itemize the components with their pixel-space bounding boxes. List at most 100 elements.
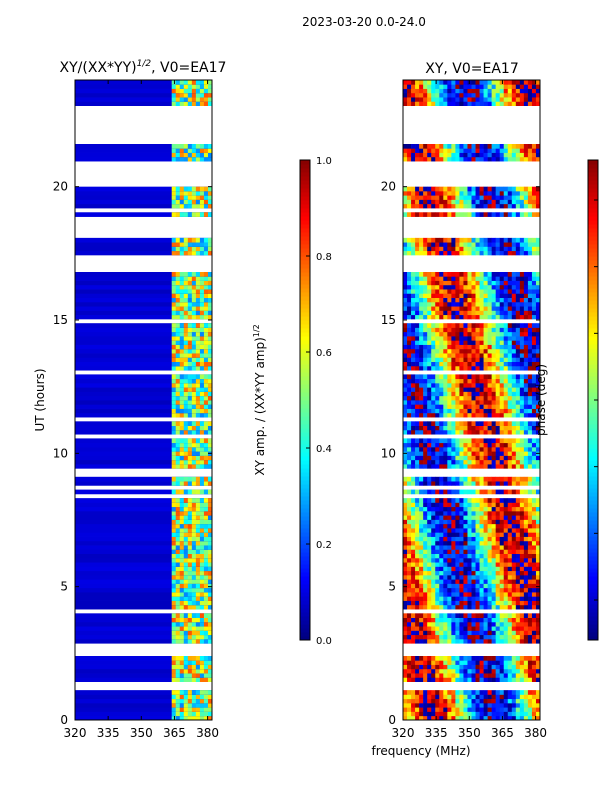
colorbar-segment xyxy=(588,544,598,549)
y-tick-label: 10 xyxy=(53,446,68,460)
colorbar-segment xyxy=(588,372,598,377)
colorbar-segment xyxy=(300,408,310,413)
colorbar-segment xyxy=(300,448,310,453)
colorbar-segment xyxy=(588,212,598,217)
right-x-axis: 320 335 350 365 380 xyxy=(392,80,547,740)
x-tick-label: 335 xyxy=(97,726,120,740)
colorbar-segment xyxy=(300,492,310,497)
colorbar-frame xyxy=(299,159,311,641)
colorbar-segment xyxy=(300,584,310,589)
colorbar-segment xyxy=(300,588,310,593)
phase-colorbar-label: phase (deg) xyxy=(534,364,548,436)
colorbar-segment xyxy=(588,236,598,241)
colorbar-segment xyxy=(300,496,310,501)
colorbar-segment xyxy=(300,272,310,277)
colorbar-segment xyxy=(300,436,310,441)
colorbar-segment xyxy=(588,420,598,425)
colorbar-segment xyxy=(588,300,598,305)
x-tick-label: 380 xyxy=(196,726,219,740)
colorbar-segment xyxy=(588,340,598,345)
colorbar-segment xyxy=(300,424,310,429)
colorbar-segment xyxy=(588,240,598,245)
colorbar-segment xyxy=(588,184,598,189)
colorbar-segment xyxy=(588,416,598,421)
colorbar-segment xyxy=(300,256,310,261)
colorbar-segment xyxy=(300,384,310,389)
colorbar-segment xyxy=(300,576,310,581)
colorbar-segment xyxy=(588,288,598,293)
colorbar-segment xyxy=(300,236,310,241)
y-tick-label: 15 xyxy=(53,313,68,327)
colorbar-segment xyxy=(588,600,598,605)
colorbar-segment xyxy=(300,308,310,313)
colorbar-segment xyxy=(300,512,310,517)
colorbar-segment xyxy=(588,560,598,565)
colorbar-segment xyxy=(588,252,598,257)
colorbar-segment xyxy=(588,248,598,253)
colorbar-segment xyxy=(588,504,598,509)
left-plot-frame xyxy=(74,79,213,721)
figure-suptitle: 2023-03-20 0.0-24.0 xyxy=(302,15,426,29)
colorbar-segment xyxy=(588,616,598,621)
colorbar-segment xyxy=(588,204,598,209)
colorbar-segment xyxy=(588,364,598,369)
colorbar-segment xyxy=(588,304,598,309)
colorbar-segment xyxy=(300,204,310,209)
colorbar-tick-label: 0.8 xyxy=(316,252,332,263)
colorbar-segment xyxy=(588,448,598,453)
colorbar-segment xyxy=(300,380,310,385)
colorbar-segment xyxy=(588,256,598,261)
colorbar-segment xyxy=(588,476,598,481)
colorbar-segment xyxy=(588,488,598,493)
colorbar-segment xyxy=(300,276,310,281)
colorbar-segment xyxy=(588,568,598,573)
colorbar-segment xyxy=(588,596,598,601)
colorbar-segment xyxy=(300,560,310,565)
colorbar-segment xyxy=(300,208,310,213)
colorbar-segment xyxy=(588,536,598,541)
right-heatmap xyxy=(403,80,541,721)
y-tick-label: 5 xyxy=(388,580,396,594)
amplitude-colorbar: 0.0 0.2 0.4 0.6 0.8 1.0 xyxy=(299,156,332,647)
colorbar-segment xyxy=(300,288,310,293)
colorbar-segment xyxy=(300,400,310,405)
colorbar-segment xyxy=(588,556,598,561)
colorbar-segment xyxy=(588,432,598,437)
colorbar-segment xyxy=(300,332,310,337)
left-x-axis: 320 335 350 365 380 xyxy=(64,80,219,740)
colorbar-segment xyxy=(300,440,310,445)
colorbar-segment xyxy=(588,284,598,289)
colorbar-segment xyxy=(300,284,310,289)
colorbar-segment xyxy=(588,160,598,165)
colorbar-segment xyxy=(588,280,598,285)
y-tick-label: 5 xyxy=(60,580,68,594)
colorbar-segment xyxy=(300,248,310,253)
colorbar-segment xyxy=(588,196,598,201)
colorbar-segment xyxy=(588,604,598,609)
colorbar-segment xyxy=(588,528,598,533)
colorbar-segment xyxy=(588,456,598,461)
colorbar-segment xyxy=(588,360,598,365)
colorbar-segment xyxy=(300,416,310,421)
colorbar-tick-label: 0.0 xyxy=(316,636,332,647)
colorbar-segment xyxy=(300,548,310,553)
colorbar-segment xyxy=(588,388,598,393)
colorbar-segment xyxy=(588,588,598,593)
colorbar-segment xyxy=(588,268,598,273)
colorbar-segment xyxy=(300,536,310,541)
amplitude-colorbar-label: XY amp. / (XX*YY amp)1/2 xyxy=(252,324,267,475)
colorbar-segment xyxy=(300,212,310,217)
colorbar-segment xyxy=(588,492,598,497)
colorbar-segment xyxy=(300,620,310,625)
colorbar-segment xyxy=(588,296,598,301)
colorbar-segment xyxy=(588,620,598,625)
colorbar-segment xyxy=(300,628,310,633)
colorbar-segment xyxy=(588,380,598,385)
colorbar-segment xyxy=(300,372,310,377)
colorbar-segment xyxy=(300,252,310,257)
y-tick-label: 10 xyxy=(381,446,396,460)
colorbar-segment xyxy=(300,260,310,265)
colorbar-segment xyxy=(588,464,598,469)
colorbar-segment xyxy=(588,580,598,585)
